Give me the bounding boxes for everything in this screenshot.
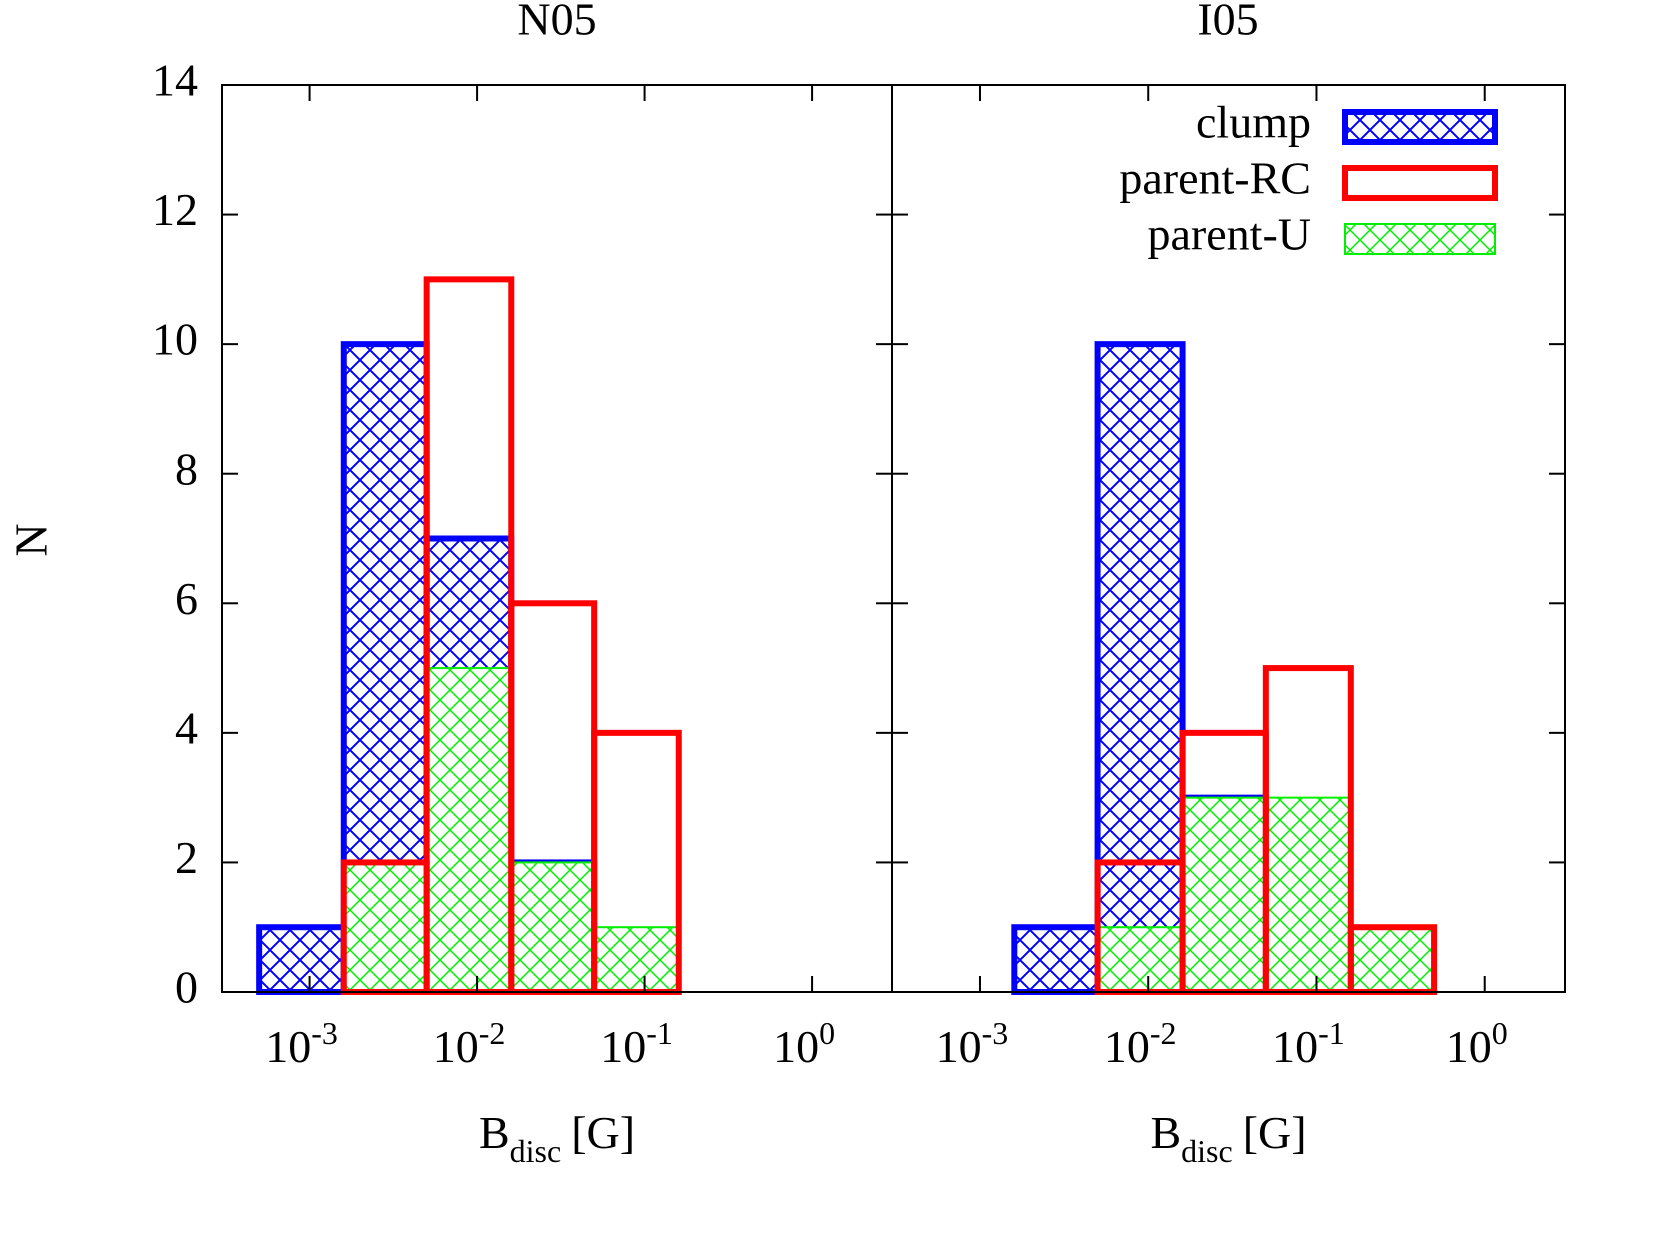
x-tick-label: 100 [773, 1015, 835, 1072]
histogram-bar [1349, 926, 1436, 994]
x-label-main: B [479, 1107, 510, 1158]
histogram-bar [1181, 796, 1267, 994]
x-axis-label: Bdisc [G] [479, 1107, 635, 1169]
x-tick-label: 10-2 [1104, 1015, 1177, 1072]
histogram-bar [593, 926, 680, 994]
histogram-bar [1011, 924, 1101, 996]
x-tick-exponent: -1 [646, 1015, 673, 1051]
x-label-unit: [G] [1243, 1107, 1307, 1158]
x-tick-base: 10 [1446, 1021, 1492, 1072]
x-label-subscript: disc [510, 1133, 562, 1169]
histogram-bar [342, 861, 428, 994]
plot-frame [891, 84, 1566, 993]
y-tick-label: 6 [175, 573, 198, 624]
x-tick-label: 10-2 [433, 1015, 506, 1072]
y-axis-label: N [6, 523, 57, 556]
x-tick-base: 10 [433, 1021, 479, 1072]
x-tick-base: 10 [1104, 1021, 1150, 1072]
x-tick-label: 10-3 [936, 1015, 1009, 1072]
x-tick-base: 10 [936, 1021, 982, 1072]
x-tick-label: 100 [1446, 1015, 1508, 1072]
legend-label: parent-RC [1119, 153, 1311, 204]
y-tick-label: 0 [175, 962, 198, 1013]
x-axis-label: Bdisc [G] [1150, 1107, 1306, 1169]
legend-label: clump [1196, 97, 1311, 148]
histogram-bar [1264, 796, 1352, 994]
x-tick-exponent: -2 [1150, 1015, 1177, 1051]
x-tick-exponent: -3 [982, 1015, 1009, 1051]
x-tick-label: 10-3 [265, 1015, 338, 1072]
x-tick-base: 10 [773, 1021, 819, 1072]
x-tick-base: 10 [1272, 1021, 1318, 1072]
x-tick-exponent: -1 [1318, 1015, 1345, 1051]
y-tick-label: 2 [175, 832, 198, 883]
legend-swatch [1342, 165, 1498, 201]
x-tick-base: 10 [265, 1021, 311, 1072]
panel-title: I05 [1197, 0, 1258, 45]
y-tick-label: 8 [175, 443, 198, 494]
x-tick-label: 10-1 [600, 1015, 673, 1072]
x-tick-exponent: -2 [479, 1015, 506, 1051]
legend-label: parent-U [1148, 209, 1311, 260]
legend-swatch [1342, 109, 1498, 145]
x-tick-exponent: 0 [1492, 1015, 1508, 1051]
histogram-bar [1096, 926, 1184, 994]
y-tick-label: 12 [152, 184, 198, 235]
histogram-bar [1094, 341, 1186, 995]
y-tick-label: 10 [152, 314, 198, 365]
y-tick-label: 14 [152, 55, 198, 106]
x-label-unit: [G] [571, 1107, 635, 1158]
y-tick-label: 4 [175, 702, 198, 753]
x-tick-exponent: -3 [311, 1015, 338, 1051]
histogram-bar [256, 924, 347, 996]
histogram-bar [425, 667, 513, 993]
legend-swatch [1344, 223, 1496, 255]
x-label-subscript: disc [1181, 1133, 1233, 1169]
x-tick-label: 10-1 [1272, 1015, 1345, 1072]
histogram-bar [510, 861, 596, 994]
x-label-main: B [1150, 1107, 1181, 1158]
x-tick-base: 10 [600, 1021, 646, 1072]
panel-title: N05 [517, 0, 596, 45]
x-tick-exponent: 0 [819, 1015, 835, 1051]
plot-frame [221, 84, 893, 993]
